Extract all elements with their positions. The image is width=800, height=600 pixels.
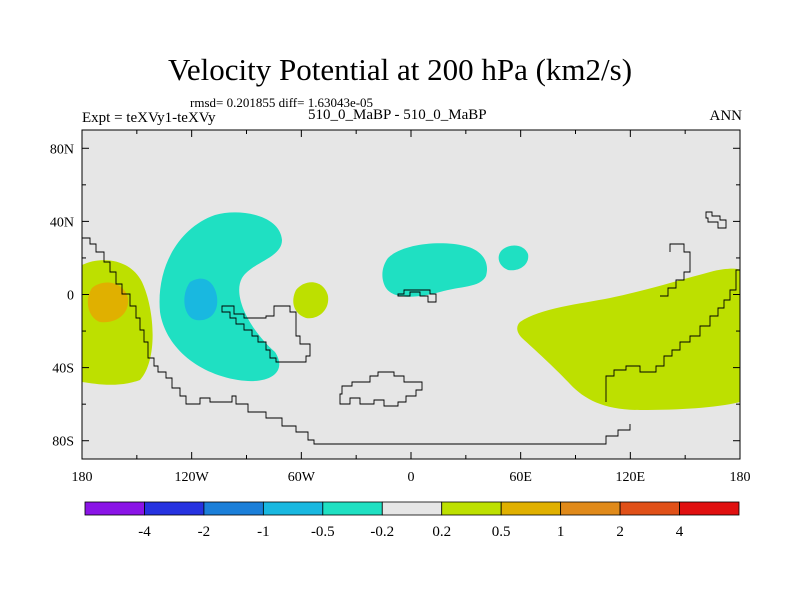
x-tick-label: 0 <box>408 470 415 485</box>
stats-text: rmsd= 0.201855 diff= 1.63043e-05 <box>190 95 374 110</box>
coast-south-america <box>82 237 631 445</box>
case-label: 510_0_MaBP - 510_0_MaBP <box>308 107 487 123</box>
colorbar-label: 0.5 <box>492 524 511 540</box>
y-tick-label: 40S <box>52 362 74 377</box>
region-arabia-negative <box>498 245 529 271</box>
coastlines <box>82 211 740 445</box>
colorbar-label: 1 <box>557 524 565 540</box>
y-tick-label: 80N <box>50 142 74 157</box>
colorbar-swatch <box>262 501 324 516</box>
colorbar-swatch <box>84 501 145 516</box>
x-tick-label: 180 <box>730 470 751 485</box>
region-central-pacific-core <box>87 282 129 323</box>
colorbar-label: -0.2 <box>370 524 394 540</box>
colorbar-label: 2 <box>616 524 624 540</box>
colorbar-swatch <box>441 501 502 516</box>
coast-africa-north <box>397 289 437 303</box>
coast-asia-east <box>660 243 691 297</box>
colorbar-swatch <box>679 501 740 516</box>
x-tick-label: 120E <box>616 470 646 485</box>
y-tick-label: 80S <box>52 435 74 450</box>
colorbar-swatch <box>560 501 621 516</box>
colorbar: -4 -2 -1 -0.5 -0.2 0.2 0.5 1 2 4 <box>84 501 740 540</box>
experiment-label: Expt = teXVy1-teXVy <box>82 110 216 126</box>
colorbar-label: -4 <box>138 524 151 540</box>
coast-antarctic-peninsula <box>339 371 423 407</box>
region-africa-negative <box>382 243 488 297</box>
coast-east-asia-island <box>705 211 727 229</box>
colorbar-swatch <box>144 501 205 516</box>
region-indo-pacific-positive <box>517 268 740 410</box>
colorbar-label: -2 <box>198 524 211 540</box>
coast-indo-pacific <box>605 269 740 402</box>
chart-title: Velocity Potential at 200 hPa (km2/s) <box>167 52 633 87</box>
x-tick-label: 120W <box>175 470 210 485</box>
y-tick-label: 40N <box>50 215 74 230</box>
region-south-america-negative <box>159 212 282 382</box>
colorbar-label: 4 <box>676 524 684 540</box>
colorbar-swatch <box>381 501 443 516</box>
colorbar-label: -1 <box>257 524 270 540</box>
x-tick-label: 60W <box>288 470 316 485</box>
x-tick-label: 180 <box>72 470 93 485</box>
colorbar-swatch <box>500 501 562 516</box>
region-south-america-core <box>184 278 218 321</box>
colorbar-swatch <box>619 501 680 516</box>
colorbar-swatch <box>322 501 383 516</box>
region-atlantic-positive <box>293 282 329 319</box>
colorbar-swatch <box>203 501 264 516</box>
x-tick-label: 60E <box>509 470 532 485</box>
coast-mesoamerica <box>221 305 311 363</box>
axis-ticks: 180 120W 60W 0 60E 120E 180 80N 40N 0 40S 80S <box>50 130 751 485</box>
y-tick-label: 0 <box>67 289 74 304</box>
colorbar-label: -0.5 <box>311 524 335 540</box>
season-label: ANN <box>709 108 743 124</box>
colorbar-label: 0.2 <box>432 524 451 540</box>
